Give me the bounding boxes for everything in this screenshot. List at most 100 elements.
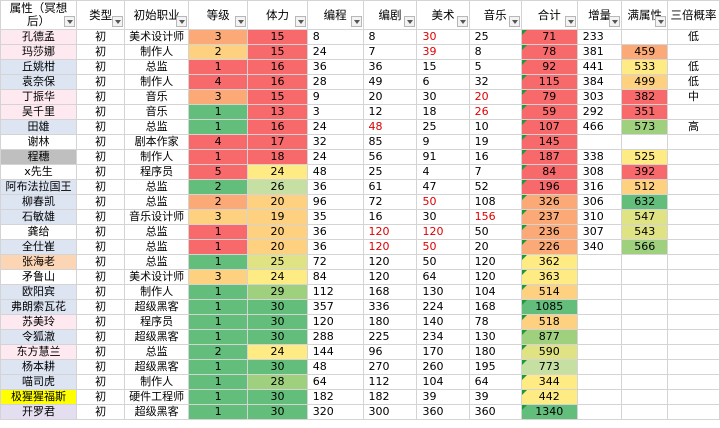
cell-script[interactable]: 48 [362, 119, 418, 135]
cell-level[interactable]: 1 [187, 359, 249, 375]
cell-job[interactable]: 超级黑客 [124, 404, 189, 420]
cell-program[interactable]: 36 [306, 59, 364, 75]
cell-level[interactable]: 3 [187, 209, 249, 225]
cell-full[interactable] [621, 134, 668, 150]
cell-type[interactable]: 初 [75, 194, 126, 210]
cell-script[interactable]: 112 [362, 374, 418, 390]
cell-type[interactable]: 初 [75, 89, 126, 105]
cell-art[interactable]: 47 [416, 179, 470, 195]
cell-total[interactable]: 1085 [520, 299, 578, 315]
cell-full[interactable] [621, 29, 668, 45]
cell-total[interactable]: 71 [520, 29, 578, 45]
cell-triple[interactable] [666, 254, 720, 270]
cell-stamina[interactable]: 16 [247, 119, 308, 135]
cell-triple[interactable] [666, 239, 720, 255]
cell-script[interactable]: 56 [362, 149, 418, 165]
cell-program[interactable]: 9 [306, 89, 364, 105]
cell-full[interactable]: 459 [621, 44, 668, 60]
cell-gain[interactable]: 310 [576, 209, 623, 225]
cell-job[interactable]: 超级黑客 [124, 359, 189, 375]
cell-music[interactable]: 120 [468, 269, 522, 285]
cell-stamina[interactable]: 25 [247, 254, 308, 270]
cell-type[interactable]: 初 [75, 389, 126, 405]
cell-music[interactable]: 20 [468, 89, 522, 105]
cell-music[interactable]: 64 [468, 374, 522, 390]
cell-gain[interactable]: 233 [576, 29, 623, 45]
cell-stamina[interactable]: 28 [247, 374, 308, 390]
cell-type[interactable]: 初 [75, 119, 126, 135]
cell-music[interactable]: 180 [468, 344, 522, 360]
cell-name[interactable]: 谢林 [0, 134, 77, 150]
cell-gain[interactable]: 384 [576, 74, 623, 90]
cell-type[interactable]: 初 [75, 374, 126, 390]
cell-art[interactable]: 39 [416, 389, 470, 405]
cell-total[interactable]: 590 [520, 344, 578, 360]
cell-script[interactable]: 7 [362, 44, 418, 60]
filter-dropdown-icon[interactable] [175, 16, 187, 27]
cell-job[interactable]: 剧本作家 [124, 134, 189, 150]
cell-triple[interactable] [666, 104, 720, 120]
cell-total[interactable]: 78 [520, 44, 578, 60]
cell-full[interactable] [621, 299, 668, 315]
cell-type[interactable]: 初 [75, 284, 126, 300]
cell-name[interactable]: 孔德孟 [0, 29, 77, 45]
cell-gain[interactable]: 306 [576, 194, 623, 210]
cell-gain[interactable]: 338 [576, 149, 623, 165]
cell-full[interactable]: 543 [621, 224, 668, 240]
cell-program[interactable]: 35 [306, 209, 364, 225]
cell-program[interactable]: 182 [306, 389, 364, 405]
cell-program[interactable]: 36 [306, 239, 364, 255]
cell-art[interactable]: 6 [416, 74, 470, 90]
cell-script[interactable]: 182 [362, 389, 418, 405]
cell-program[interactable]: 24 [306, 44, 364, 60]
cell-full[interactable]: 512 [621, 179, 668, 195]
cell-triple[interactable]: 低 [666, 74, 720, 90]
cell-triple[interactable] [666, 44, 720, 60]
cell-triple[interactable] [666, 269, 720, 285]
cell-gain[interactable]: 441 [576, 59, 623, 75]
cell-level[interactable]: 1 [187, 299, 249, 315]
cell-level[interactable]: 1 [187, 389, 249, 405]
cell-type[interactable]: 初 [75, 29, 126, 45]
cell-stamina[interactable]: 18 [247, 149, 308, 165]
cell-triple[interactable] [666, 314, 720, 330]
cell-program[interactable]: 24 [306, 119, 364, 135]
cell-gain[interactable] [576, 374, 623, 390]
cell-name[interactable]: 张海老 [0, 254, 77, 270]
cell-job[interactable]: 总监 [124, 194, 189, 210]
cell-triple[interactable] [666, 299, 720, 315]
cell-program[interactable]: 64 [306, 374, 364, 390]
cell-music[interactable]: 10 [468, 119, 522, 135]
cell-art[interactable]: 50 [416, 194, 470, 210]
cell-total[interactable]: 518 [520, 314, 578, 330]
cell-stamina[interactable]: 26 [247, 179, 308, 195]
cell-stamina[interactable]: 16 [247, 74, 308, 90]
cell-stamina[interactable]: 15 [247, 44, 308, 60]
cell-total[interactable]: 877 [520, 329, 578, 345]
cell-script[interactable]: 300 [362, 404, 418, 420]
cell-job[interactable]: 总监 [124, 239, 189, 255]
cell-job[interactable]: 总监 [124, 179, 189, 195]
cell-triple[interactable]: 高 [666, 119, 720, 135]
cell-level[interactable]: 4 [187, 134, 249, 150]
cell-art[interactable]: 50 [416, 239, 470, 255]
cell-name[interactable]: 龚给 [0, 224, 77, 240]
cell-type[interactable]: 初 [75, 74, 126, 90]
cell-name[interactable]: 田雄 [0, 119, 77, 135]
cell-art[interactable]: 30 [416, 209, 470, 225]
cell-full[interactable] [621, 254, 668, 270]
cell-triple[interactable] [666, 224, 720, 240]
cell-music[interactable]: 25 [468, 29, 522, 45]
cell-music[interactable]: 360 [468, 404, 522, 420]
cell-name[interactable]: 玛莎娜 [0, 44, 77, 60]
cell-program[interactable]: 36 [306, 179, 364, 195]
cell-total[interactable]: 187 [520, 149, 578, 165]
cell-art[interactable]: 50 [416, 254, 470, 270]
cell-gain[interactable] [576, 359, 623, 375]
cell-type[interactable]: 初 [75, 344, 126, 360]
cell-type[interactable]: 初 [75, 299, 126, 315]
cell-total[interactable]: 363 [520, 269, 578, 285]
cell-art[interactable]: 25 [416, 119, 470, 135]
cell-script[interactable]: 120 [362, 254, 418, 270]
cell-gain[interactable]: 303 [576, 89, 623, 105]
